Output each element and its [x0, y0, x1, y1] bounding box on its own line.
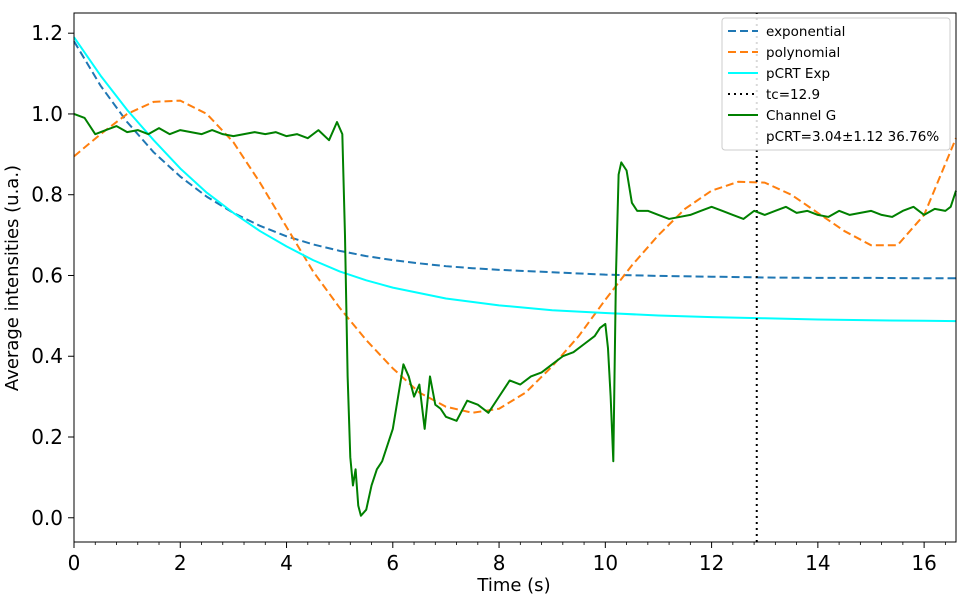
series-layer: [73, 13, 957, 542]
axes-frame: [73, 12, 957, 543]
y-tick-label-4: 0.8: [31, 183, 63, 207]
x-axis-label: Time (s): [476, 575, 550, 596]
legend-label-0: exponential: [766, 24, 845, 40]
y-tick-label-5: 1.0: [31, 102, 63, 126]
x-tick-label-6: 12: [699, 551, 724, 575]
legend-box: [721, 17, 951, 151]
y-tick-label-2: 0.4: [31, 344, 63, 368]
y-tick-label-3: 0.6: [31, 263, 63, 287]
series-line-1: [73, 99, 957, 414]
legend-label-3: tc=12.9: [766, 87, 820, 103]
axes-layer: 0 2 4 6 8 10 12 14 16 0.0 0.2 0.4 0.6 0.8 1.0 1.2: [31, 12, 957, 575]
legend-label-4: Channel G: [766, 108, 836, 124]
x-tick-label-3: 6: [386, 551, 399, 575]
series-line-4: [73, 113, 957, 517]
series-line-2: [73, 36, 957, 323]
y-tick-label-6: 1.2: [31, 21, 63, 45]
x-tick-label-1: 2: [174, 551, 187, 575]
legend-label-2: pCRT Exp: [766, 66, 830, 82]
legend-label-1: polynomial: [766, 45, 840, 61]
y-axis-label: Average intensities (u.a.): [2, 165, 23, 391]
y-tick-label-0: 0.0: [31, 506, 63, 530]
x-tick-label-7: 14: [805, 551, 830, 575]
x-tick-label-8: 16: [911, 551, 936, 575]
x-tick-label-4: 8: [493, 551, 506, 575]
legend-extra-text: pCRT=3.04±1.12 36.76%: [766, 129, 939, 145]
y-tick-label-1: 0.2: [31, 425, 63, 449]
x-tick-label-0: 0: [68, 551, 81, 575]
x-tick-label-2: 4: [280, 551, 293, 575]
legend: exponential polynomial pCRT Exp tc=12.9 Chan…: [721, 17, 951, 151]
x-tick-label-5: 10: [593, 551, 618, 575]
